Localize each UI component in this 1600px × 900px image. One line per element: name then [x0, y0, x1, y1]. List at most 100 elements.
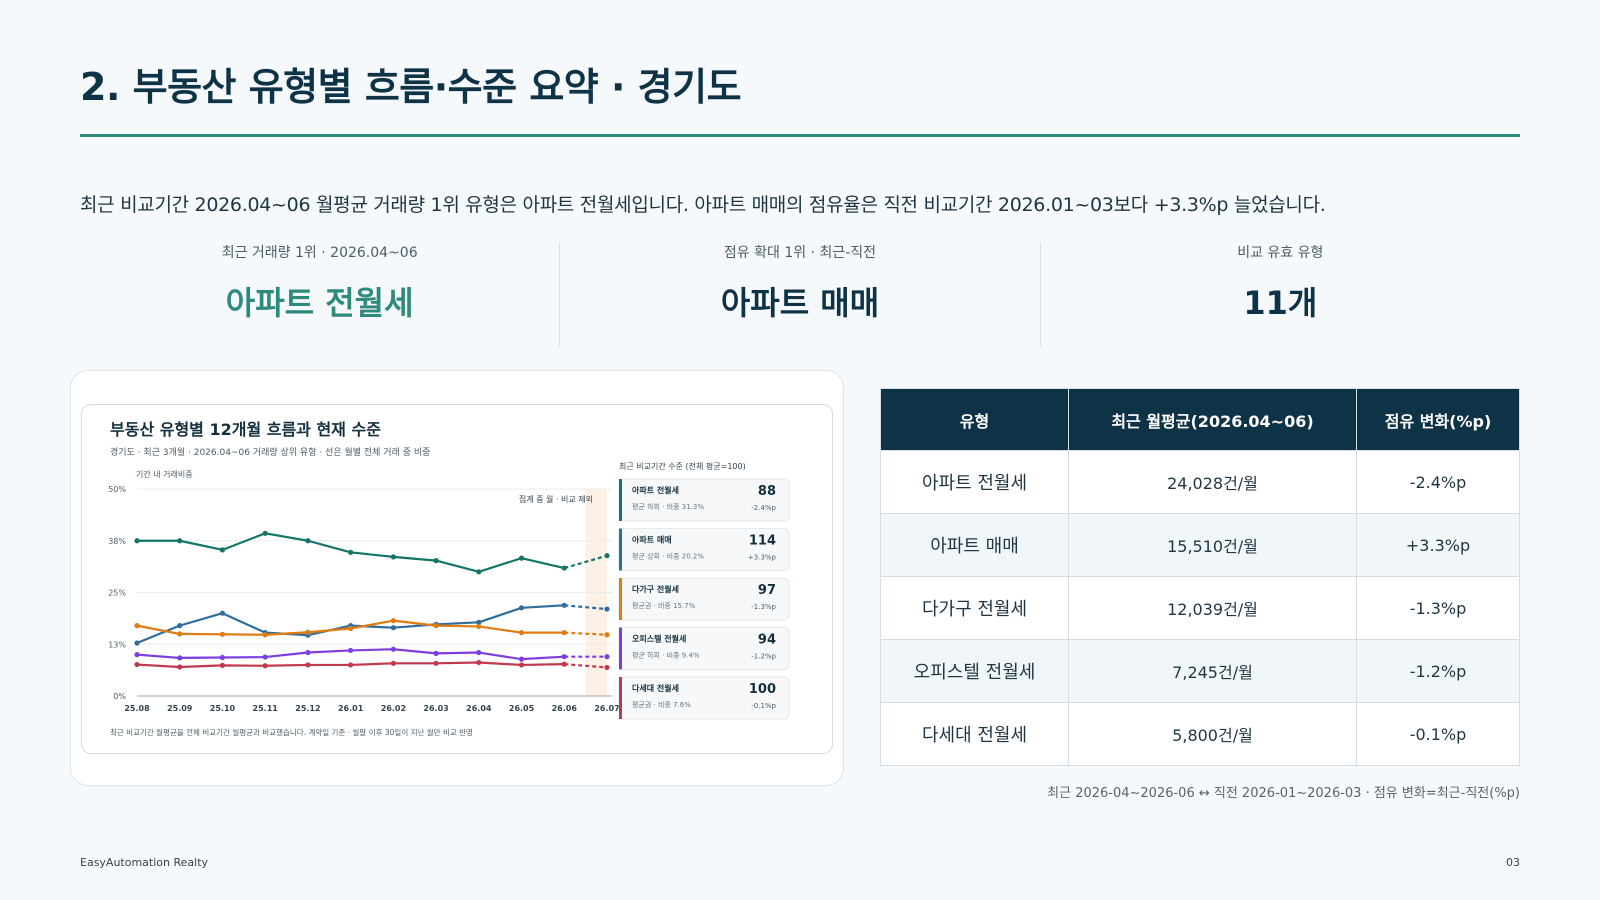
data-point	[518, 605, 525, 611]
data-point	[177, 655, 183, 661]
x-tick-label: 25.09	[167, 704, 193, 713]
y-tick-label: 13%	[108, 640, 126, 649]
data-point	[604, 654, 610, 660]
y-tick-label: 25%	[108, 589, 126, 598]
legend-sub: 평균권 · 비중 7.6%	[632, 700, 691, 709]
x-tick-label: 26.04	[466, 704, 492, 713]
series-line-projection	[563, 554, 608, 570]
data-point	[561, 630, 567, 636]
data-point	[348, 647, 354, 654]
data-point	[561, 661, 567, 667]
legend-delta: -1.3%p	[751, 603, 776, 611]
data-point	[305, 538, 311, 544]
x-tick-label: 26.02	[381, 704, 406, 713]
x-tick-label: 26.07	[594, 704, 619, 713]
legend-index: 97	[758, 583, 776, 598]
kpi-label: 점유 확대 1위 · 최근-직전	[723, 245, 877, 261]
summary-text: 최근 비교기간 2026.04~06 월평균 거래량 1위 유형은 아파트 전월…	[80, 194, 1326, 216]
data-point	[262, 663, 268, 669]
cell-change: -0.1%p	[1356, 702, 1520, 766]
kpi-top-volume: 최근 거래량 1위 · 2026.04~06 아파트 전월세	[80, 242, 559, 346]
data-point	[177, 631, 183, 637]
legend-index: 88	[758, 484, 776, 499]
legend-delta: -1.2%p	[751, 653, 776, 661]
legend-index: 114	[749, 534, 776, 549]
data-point	[604, 606, 610, 612]
y-tick-label: 38%	[108, 537, 126, 546]
kpi-value: 11개	[1243, 284, 1318, 322]
data-point	[518, 555, 525, 561]
page-title: 2. 부동산 유형별 흐름·수준 요약 · 경기도	[80, 65, 742, 109]
data-point	[561, 654, 567, 660]
cell-change: -1.2%p	[1356, 639, 1520, 703]
data-point	[262, 632, 268, 638]
data-point	[262, 654, 268, 660]
summary-table: 유형 최근 월평균(2026.04~06) 점유 변화(%p) 아파트 전월세 …	[880, 388, 1520, 766]
legend-color-bar	[619, 528, 622, 571]
data-point	[476, 649, 482, 656]
legend-name: 다세대 전월세	[632, 683, 679, 693]
data-point	[476, 619, 482, 625]
data-point	[177, 538, 183, 544]
cell-average: 12,039건/월	[1068, 576, 1357, 640]
kpi-value: 아파트 전월세	[225, 284, 414, 322]
table-row: 다가구 전월세 12,039건/월 -1.3%p	[880, 576, 1520, 640]
chart-title: 부동산 유형별 12개월 흐름과 현재 수준	[110, 420, 381, 439]
in-progress-label: 집계 중 월 · 비교 제외	[519, 494, 593, 504]
x-tick-label: 25.08	[124, 704, 150, 713]
x-tick-label: 25.11	[253, 704, 279, 713]
cell-type: 아파트 매매	[880, 513, 1069, 577]
data-point	[219, 662, 226, 668]
cell-average: 5,800건/월	[1068, 702, 1357, 766]
cell-type: 아파트 전월세	[880, 450, 1069, 514]
data-point	[134, 640, 140, 646]
y-tick-label: 0%	[113, 692, 126, 701]
table-row: 다세대 전월세 5,800건/월 -0.1%p	[880, 702, 1520, 766]
cell-type: 다세대 전월세	[880, 702, 1069, 766]
data-point	[134, 661, 140, 668]
data-point	[433, 558, 439, 564]
series-line-projection	[564, 631, 608, 636]
cell-change: -1.3%p	[1356, 576, 1520, 640]
data-point	[305, 649, 311, 656]
kpi-row: 최근 거래량 1위 · 2026.04~06 아파트 전월세 점유 확대 1위 …	[80, 242, 1520, 346]
cell-average: 15,510건/월	[1068, 513, 1357, 577]
x-tick-label: 26.06	[552, 704, 578, 713]
legend-name: 오피스텔 전월세	[632, 634, 686, 644]
data-point	[348, 625, 354, 632]
kpi-valid-types: 비교 유효 유형 11개	[1039, 242, 1520, 346]
data-point	[390, 660, 396, 666]
data-point	[390, 646, 396, 652]
cell-type: 오피스텔 전월세	[880, 639, 1069, 703]
x-tick-label: 26.03	[423, 704, 448, 713]
kpi-share-growth: 점유 확대 1위 · 최근-직전 아파트 매매	[559, 242, 1039, 346]
table-row: 오피스텔 전월세 7,245건/월 -1.2%p	[880, 639, 1520, 703]
page-number: 03	[1506, 856, 1520, 869]
data-point	[219, 547, 226, 553]
chart-panel: 부동산 유형별 12개월 흐름과 현재 수준 경기도 · 최근 3개월 · 202…	[81, 404, 833, 754]
data-point	[604, 553, 610, 559]
data-point	[348, 549, 354, 555]
legend-delta: -2.4%p	[751, 504, 776, 512]
table-header-row: 유형 최근 월평균(2026.04~06) 점유 변화(%p)	[880, 388, 1520, 451]
legend-index: 94	[758, 633, 776, 648]
series-line-projection	[564, 663, 608, 669]
data-point	[518, 630, 525, 636]
data-point	[219, 610, 226, 616]
legend-name: 다가구 전월세	[632, 584, 679, 594]
table-row: 아파트 전월세 24,028건/월 -2.4%p	[880, 450, 1520, 514]
data-point	[219, 654, 226, 661]
legend-name: 아파트 전월세	[632, 485, 679, 495]
title-divider	[80, 134, 1520, 137]
data-point	[433, 660, 439, 666]
data-point	[177, 623, 183, 629]
data-point	[390, 618, 396, 624]
x-tick-label: 25.12	[295, 704, 320, 713]
table-note: 최근 2026-04~2026-06 ↔ 직전 2026-01~2026-03 …	[1047, 786, 1520, 801]
legend-sub: 평균권 · 비중 15.7%	[632, 601, 696, 610]
legend-color-bar	[619, 578, 622, 620]
data-point	[476, 659, 482, 666]
data-point	[305, 629, 311, 635]
x-tick-label: 26.05	[509, 704, 535, 713]
